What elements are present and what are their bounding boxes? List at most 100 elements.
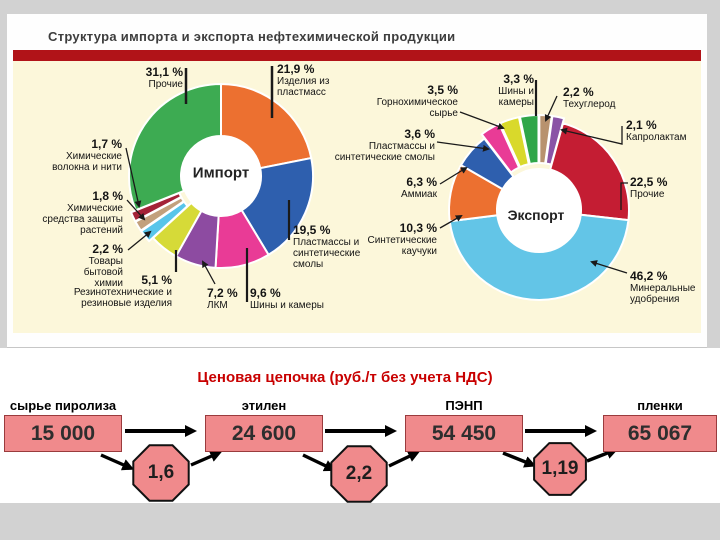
chain-arrow: [388, 450, 421, 468]
label-leader-line: [436, 141, 490, 152]
export-donut-title: Экспорт: [507, 207, 565, 223]
price-box-films: 65 067: [603, 415, 717, 452]
pie-label-name: Изделия из пластмасс: [277, 76, 330, 98]
pie-label: 1,8 % Химические средства защиты растений: [23, 189, 123, 237]
pie-label-value: 6,3 %: [406, 175, 437, 189]
pie-label-name: Прочие: [148, 79, 183, 90]
donut-hole: [497, 168, 581, 252]
pie-label-name: Резинотехнические и резиновые изделия: [73, 287, 172, 309]
pie-label-value: 2,1 %: [626, 118, 657, 132]
pie-label-value: 5,1 %: [141, 273, 172, 287]
chain-arrow: [586, 447, 619, 463]
multiplier-badge: 1,19: [541, 458, 579, 479]
label-leader-line: [620, 182, 628, 210]
price-box-pyrolysis-feed: 15 000: [4, 415, 122, 452]
pie-label-value: 7,2 %: [207, 286, 238, 300]
node-label-films: пленки: [637, 398, 683, 413]
pie-label-value: 9,6 %: [250, 286, 281, 300]
multiplier-octagon: [533, 442, 587, 496]
pie-label-value: 10,3 %: [399, 221, 437, 235]
pie-label-value: 3,6 %: [404, 127, 435, 141]
label-leader-line: [125, 147, 142, 208]
pie-label: 3,3 % Шины и камеры: [484, 72, 534, 109]
node-label-ldpe: ПЭНП: [445, 398, 483, 413]
pie-label-name: Пластмассы и синтетические смолы: [334, 141, 435, 163]
node-label-ethylene: этилен: [241, 398, 287, 413]
import-donut-title: Импорт: [192, 164, 250, 182]
pie-label-value: 1,7 %: [91, 137, 122, 151]
pie-label-value: 1,8 %: [92, 189, 123, 203]
pie-label-name: Горнохимическое сырье: [376, 97, 458, 119]
accent-bar: [13, 50, 701, 61]
donut-hole: [181, 136, 261, 216]
price-value: 65 067: [627, 421, 693, 445]
panel-title: Структура импорта и экспорта нефтехимиче…: [48, 29, 456, 44]
pie-label-value: 2,2 %: [92, 242, 123, 256]
pie-label: 1,7 % Химические волокна и нити: [47, 137, 122, 174]
multiplier-badge: 2,2: [345, 463, 373, 484]
pie-label: 2,1 % Капролактам: [626, 118, 708, 144]
price-value: 15 000: [30, 421, 96, 445]
label-leader-line: [439, 215, 463, 229]
label-leader-line: [590, 260, 628, 274]
pie-label-name: Капролактам: [626, 132, 687, 143]
pie-label-name: Шины и камеры: [498, 86, 534, 108]
pie-label-value: 31,1 %: [145, 65, 183, 79]
label-leader-line: [439, 166, 468, 185]
pie-segment: [498, 115, 530, 169]
pie-label-name: ЛКМ: [207, 300, 228, 311]
pie-label-value: 3,3 %: [503, 72, 534, 86]
price-value: 54 450: [431, 421, 497, 445]
pie-label: 2,2 % Техуглерод: [563, 85, 633, 111]
pie-label: 46,2 % Минеральные удобрения: [630, 269, 712, 306]
pie-label: 2,2 % Товары бытовой химии: [57, 242, 123, 290]
price-chain-title: Ценовая цепочка (руб./т без учета НДС): [197, 369, 493, 386]
pie-label-value: 21,9 %: [277, 62, 315, 76]
pie-label-value: 46,2 %: [630, 269, 668, 283]
chain-arrow: [100, 453, 135, 471]
pie-label-name: Шины и камеры: [250, 300, 324, 311]
pie-label-name: Пластмассы и синтетические смолы: [293, 237, 361, 270]
pie-label-name: Минеральные удобрения: [630, 283, 696, 305]
pie-label: 3,5 % Горнохимическое сырье: [368, 84, 458, 120]
pie-label: 10,3 % Синтетические каучуки: [352, 221, 438, 258]
pie-label: 7,2 % ЛКМ: [207, 286, 249, 312]
price-box-ldpe: 54 450: [405, 415, 523, 452]
label-leader-line: [126, 199, 146, 221]
multiplier-badge: 1,6: [147, 462, 175, 483]
pie-label-value: 2,2 %: [563, 85, 594, 99]
pie-label-name: Аммиак: [401, 189, 437, 200]
pie-label-name: Товары бытовой химии: [83, 256, 123, 289]
chain-arrow: [190, 450, 223, 467]
node-label-pyrolysis-feed: сырье пиролиза: [9, 398, 117, 413]
label-leader-line: [459, 111, 505, 130]
pie-label: 5,1 % Резинотехнические и резиновые издел…: [57, 273, 172, 310]
pie-segment: [480, 122, 521, 174]
pie-label: 9,6 % Шины и камеры: [250, 286, 345, 312]
price-value: 24 600: [231, 421, 297, 445]
pie-label: 22,5 % Прочие: [630, 175, 690, 201]
pie-label-name: Прочие: [630, 189, 665, 200]
import-donut: [128, 82, 314, 269]
multiplier-octagon: [132, 444, 190, 502]
chain-arrow: [502, 451, 537, 468]
pie-label: 31,1 % Прочие: [103, 65, 183, 91]
pie-label-value: 19,5 %: [293, 223, 331, 237]
chain-arrow: [302, 453, 337, 472]
pie-label: 6,3 % Аммиак: [377, 175, 437, 201]
pie-segment: [518, 114, 540, 166]
pie-label-name: Техуглерод: [563, 99, 616, 110]
pie-label: 19,5 % Пластмассы и синтетические смолы: [293, 223, 385, 271]
multiplier-octagon: [330, 445, 388, 503]
pie-label: 3,6 % Пластмассы и синтетические смолы: [330, 127, 435, 164]
label-leader-line: [127, 230, 152, 251]
label-leader-line: [202, 260, 216, 285]
pie-label-value: 22,5 %: [630, 175, 668, 189]
pie-label-name: Химические волокна и нити: [52, 151, 122, 173]
pie-label-name: Синтетические каучуки: [367, 235, 438, 257]
label-leader-line: [544, 95, 558, 122]
label-leader-line: [560, 126, 623, 145]
pie-label-name: Химические средства защиты растений: [42, 203, 123, 236]
